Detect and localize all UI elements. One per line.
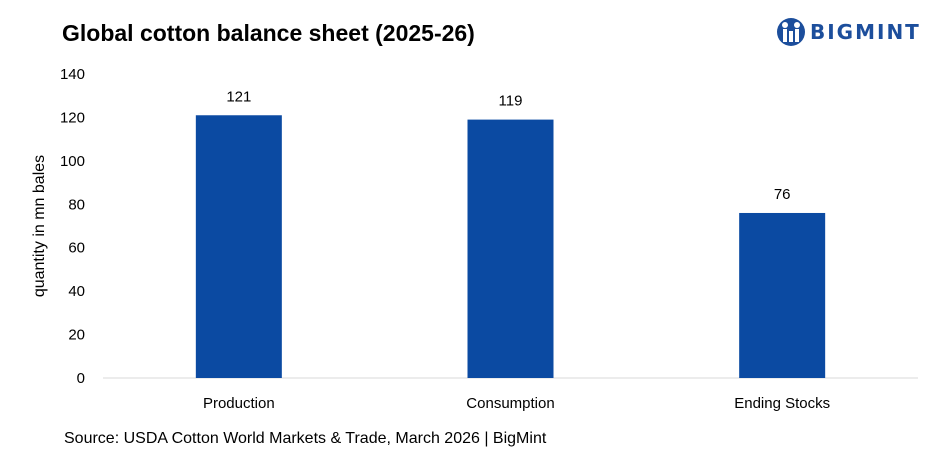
logo-text: BIGMINT [810,20,921,44]
data-labels: 121 119 76 [226,88,790,203]
data-label: 76 [774,186,791,203]
data-label: 121 [226,88,251,105]
bar-consumption [467,119,554,378]
bar-ending-stocks [739,212,826,378]
category-label: Ending Stocks [734,395,830,412]
data-label: 119 [499,93,523,110]
category-labels: Production Consumption Ending Stocks [203,395,830,412]
category-label: Production [203,395,275,412]
y-axis-label: quantity in mn bales [31,155,48,297]
y-tick-label: 100 [60,153,85,170]
y-tick-label: 120 [60,109,85,126]
y-tick-label: 40 [68,283,85,300]
y-tick-label: 0 [77,370,85,387]
chart-title: Global cotton balance sheet (2025-26) [62,20,475,46]
brand-logo: BIGMINT [776,14,921,50]
y-tick-label: 60 [68,240,85,257]
y-tick-label: 80 [68,196,85,213]
bar-production [195,115,282,378]
bars [195,115,826,378]
y-axis-ticks: 0 20 40 60 80 100 120 140 [60,66,85,387]
source-note: Source: USDA Cotton World Markets & Trad… [64,430,547,447]
bigmint-logo-icon [777,18,805,46]
y-tick-label: 20 [68,327,85,344]
y-tick-label: 140 [60,66,85,83]
category-label: Consumption [466,395,554,412]
